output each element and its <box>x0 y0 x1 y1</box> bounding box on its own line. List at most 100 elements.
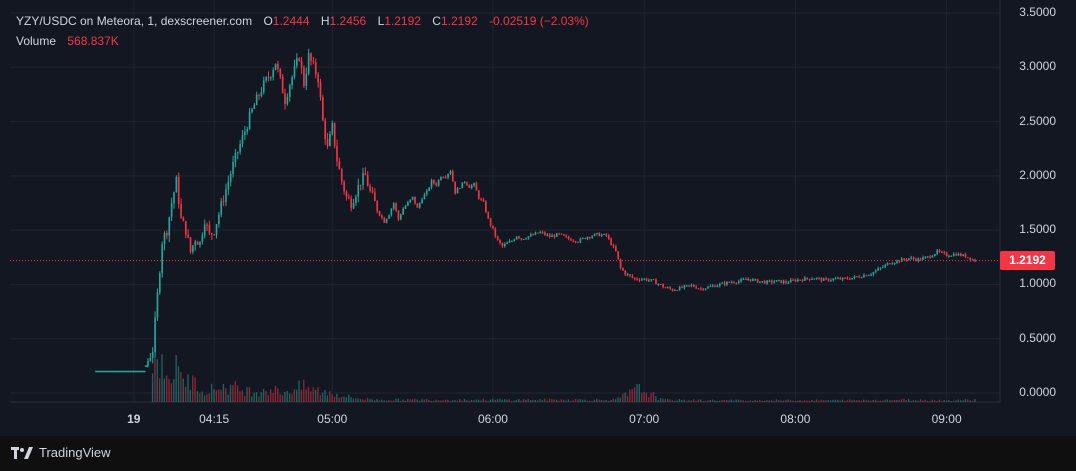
candles <box>95 48 976 373</box>
candle <box>737 281 740 284</box>
candle <box>272 69 275 78</box>
tradingview-logo[interactable]: TradingView <box>11 445 111 460</box>
volume-bar <box>520 400 522 402</box>
candle <box>477 190 480 199</box>
candle <box>943 252 946 254</box>
volume-bar <box>182 378 184 402</box>
grid <box>10 0 1000 403</box>
candle <box>277 63 279 69</box>
candle <box>596 232 598 234</box>
volume-bar <box>218 389 220 402</box>
volume-bar <box>522 399 525 402</box>
volume-bar <box>728 400 730 402</box>
volume-bar <box>189 390 192 402</box>
candle <box>612 245 615 247</box>
volume-bar <box>477 399 480 402</box>
candle <box>402 208 405 215</box>
candle <box>742 279 745 281</box>
candle <box>598 232 601 237</box>
volume-bar <box>964 399 967 402</box>
volume-bar <box>555 399 558 402</box>
volume-bar <box>884 399 886 402</box>
candle <box>865 275 868 277</box>
candle <box>381 215 383 218</box>
candle <box>811 279 813 281</box>
price-plot[interactable] <box>0 0 1076 436</box>
candle <box>232 161 234 175</box>
candle <box>735 282 738 284</box>
volume-bar <box>941 400 943 402</box>
volume-bar <box>905 400 907 402</box>
volume-bar <box>291 394 293 402</box>
volume-bar <box>570 400 572 402</box>
candle <box>681 286 683 288</box>
volume-bar <box>737 399 740 402</box>
candle <box>433 179 435 184</box>
volume-bar <box>872 400 874 402</box>
candle <box>794 279 797 282</box>
candle <box>671 288 674 291</box>
volume-bar <box>856 400 858 402</box>
close-value: 1.2192 <box>440 14 478 28</box>
candle <box>253 104 256 109</box>
volume-bar <box>716 401 718 402</box>
volume-bar <box>513 400 515 402</box>
candle <box>567 236 570 239</box>
volume-bar <box>466 400 468 402</box>
candle <box>312 60 315 63</box>
candle <box>967 257 969 259</box>
volume-bar <box>792 400 794 402</box>
volume-bar <box>633 387 636 402</box>
volume-bar <box>735 399 737 402</box>
candle <box>407 202 409 206</box>
volume-bar <box>761 401 763 402</box>
candle <box>151 352 154 358</box>
volume-bar <box>511 400 513 402</box>
volume-bar <box>726 400 728 402</box>
volume-bar <box>603 400 605 402</box>
volume-bar <box>955 400 957 402</box>
candle <box>485 201 487 213</box>
candle <box>288 85 291 97</box>
volume-bar <box>192 375 194 402</box>
candle <box>225 189 227 202</box>
candle <box>603 233 605 235</box>
volume-bar <box>225 387 227 402</box>
candle <box>385 218 388 223</box>
candle <box>260 91 263 96</box>
volume-bar <box>385 400 388 402</box>
volume-bar <box>274 385 277 402</box>
candle <box>499 240 501 244</box>
candle <box>664 287 667 289</box>
candle <box>255 94 258 105</box>
candle <box>234 152 237 162</box>
candle <box>756 279 759 283</box>
candle <box>926 256 929 258</box>
volume-bar <box>709 400 711 402</box>
candle <box>676 290 679 292</box>
volume-bar <box>258 396 260 402</box>
volume-bar <box>565 400 567 402</box>
candle <box>773 281 775 283</box>
candle <box>416 203 419 208</box>
volume-bar <box>421 399 423 402</box>
candle <box>936 250 939 255</box>
candle <box>917 258 920 261</box>
volume-bar <box>317 386 319 402</box>
volume-bar <box>607 400 610 402</box>
volume-label[interactable]: Volume <box>16 34 57 48</box>
candle <box>818 277 820 279</box>
candle <box>650 279 653 281</box>
symbol-label[interactable]: YZY/USDC on Meteora, 1, dexscreener.com <box>16 14 253 28</box>
volume-bar <box>399 400 402 402</box>
volume-bar <box>695 400 697 402</box>
candle <box>624 270 627 275</box>
volume-bar <box>246 387 248 402</box>
volume-bar <box>203 395 206 402</box>
volume-bar <box>496 399 499 402</box>
candle <box>118 370 122 373</box>
candle <box>860 277 863 279</box>
candle <box>827 278 830 281</box>
candle <box>468 185 471 189</box>
